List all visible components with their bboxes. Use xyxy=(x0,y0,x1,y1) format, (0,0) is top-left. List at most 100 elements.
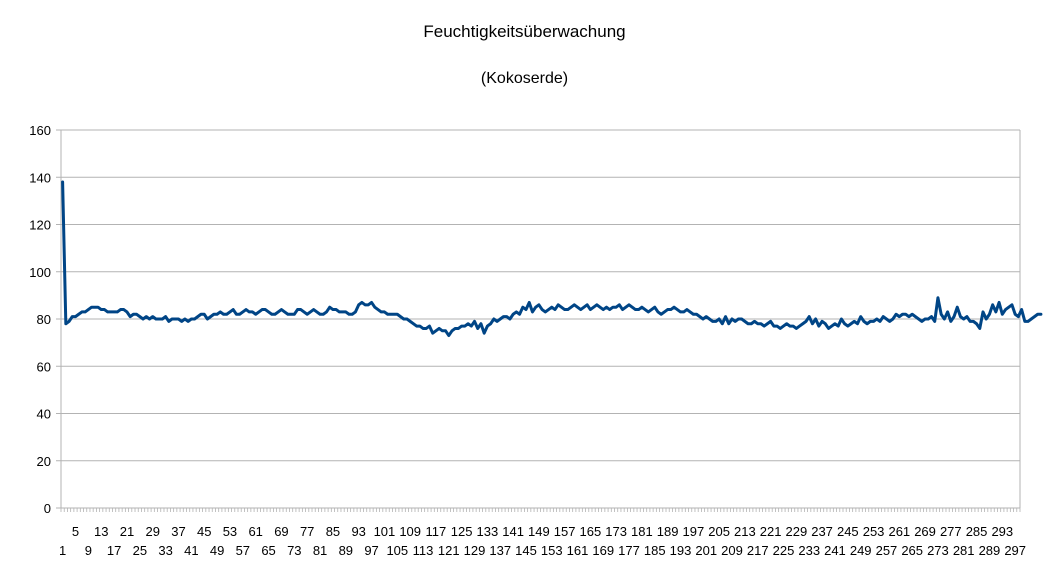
x-tick-label: 61 xyxy=(248,524,262,539)
data-point xyxy=(766,322,769,325)
data-point xyxy=(277,310,280,314)
data-point xyxy=(428,324,431,328)
data-point xyxy=(289,313,293,316)
x-tick-label: 17 xyxy=(107,543,121,558)
data-point xyxy=(460,324,463,328)
data-point xyxy=(344,310,347,314)
data-point xyxy=(251,310,254,314)
data-point xyxy=(145,315,148,318)
x-tick-label: 89 xyxy=(339,543,353,558)
data-point xyxy=(83,310,87,314)
data-point xyxy=(116,310,119,314)
data-point xyxy=(408,320,412,323)
data-point xyxy=(502,315,505,318)
x-tick-label: 129 xyxy=(464,543,486,558)
data-point xyxy=(717,317,721,321)
data-point xyxy=(466,322,470,325)
data-point xyxy=(190,317,193,321)
data-point xyxy=(856,322,859,325)
data-point xyxy=(164,315,167,318)
data-point xyxy=(910,313,914,316)
data-point xyxy=(614,305,618,309)
data-point xyxy=(669,308,673,311)
chart-subtitle: (Kokoserde) xyxy=(480,70,569,87)
data-point xyxy=(782,324,785,328)
data-point xyxy=(399,315,402,318)
x-tick-label: 1 xyxy=(59,543,66,558)
x-tick-label: 97 xyxy=(364,543,378,558)
data-point xyxy=(714,320,718,323)
data-point xyxy=(997,301,1001,304)
data-point xyxy=(87,308,90,311)
data-point xyxy=(785,322,788,325)
data-point xyxy=(550,305,553,309)
data-point xyxy=(734,320,737,323)
data-point xyxy=(273,313,277,316)
y-tick-label: 40 xyxy=(37,407,51,422)
x-tick-label: 53 xyxy=(223,524,237,539)
data-point xyxy=(743,320,747,323)
data-point xyxy=(885,317,888,321)
data-point xyxy=(354,310,357,314)
data-point xyxy=(846,324,850,328)
data-point xyxy=(679,310,682,314)
data-point xyxy=(106,310,109,314)
data-point xyxy=(853,320,856,323)
data-point xyxy=(907,315,911,318)
data-point xyxy=(968,320,972,323)
data-point xyxy=(1020,308,1023,311)
data-point xyxy=(309,310,312,314)
data-point xyxy=(457,327,460,330)
data-point xyxy=(750,322,753,325)
data-point xyxy=(598,305,602,309)
x-tick-label: 9 xyxy=(85,543,92,558)
data-point xyxy=(482,331,486,335)
data-point xyxy=(476,327,479,330)
data-point xyxy=(103,308,106,311)
data-point xyxy=(653,305,656,309)
data-point xyxy=(756,322,759,325)
data-point xyxy=(434,329,438,333)
data-point xyxy=(589,308,592,311)
data-point xyxy=(486,324,489,328)
data-point xyxy=(820,320,824,323)
data-point xyxy=(235,313,238,316)
data-point xyxy=(141,317,145,321)
x-tick-label: 285 xyxy=(966,524,988,539)
data-point xyxy=(862,320,866,323)
data-point xyxy=(225,313,228,316)
data-point xyxy=(540,308,544,311)
data-point xyxy=(640,305,644,309)
data-point xyxy=(676,308,679,311)
data-point xyxy=(450,329,454,333)
data-point xyxy=(611,305,615,309)
data-point xyxy=(521,305,524,309)
data-point xyxy=(547,308,550,311)
data-point xyxy=(775,324,779,328)
data-point xyxy=(222,313,225,316)
data-point xyxy=(981,310,985,314)
x-tick-labels: 5 13 21 29 37 45 53 61 69 77 85 93 101 109 117 125 133 14… xyxy=(59,524,1026,558)
data-point xyxy=(479,322,483,325)
data-point xyxy=(1007,305,1010,309)
data-point xyxy=(788,324,792,328)
data-point xyxy=(624,305,627,309)
data-point xyxy=(376,308,380,311)
data-point xyxy=(199,313,203,316)
data-point xyxy=(508,317,512,321)
data-point xyxy=(730,317,734,321)
x-tick-label: 93 xyxy=(351,524,365,539)
x-tick-label: 297 xyxy=(1004,543,1026,558)
data-point xyxy=(489,322,492,325)
data-point xyxy=(470,324,473,328)
x-tick-label: 217 xyxy=(747,543,769,558)
x-tick-label: 157 xyxy=(554,524,576,539)
data-point xyxy=(174,317,177,321)
data-point xyxy=(100,308,103,311)
data-point xyxy=(244,308,248,311)
data-point xyxy=(830,324,833,328)
data-point xyxy=(650,308,653,311)
data-point xyxy=(396,313,399,316)
